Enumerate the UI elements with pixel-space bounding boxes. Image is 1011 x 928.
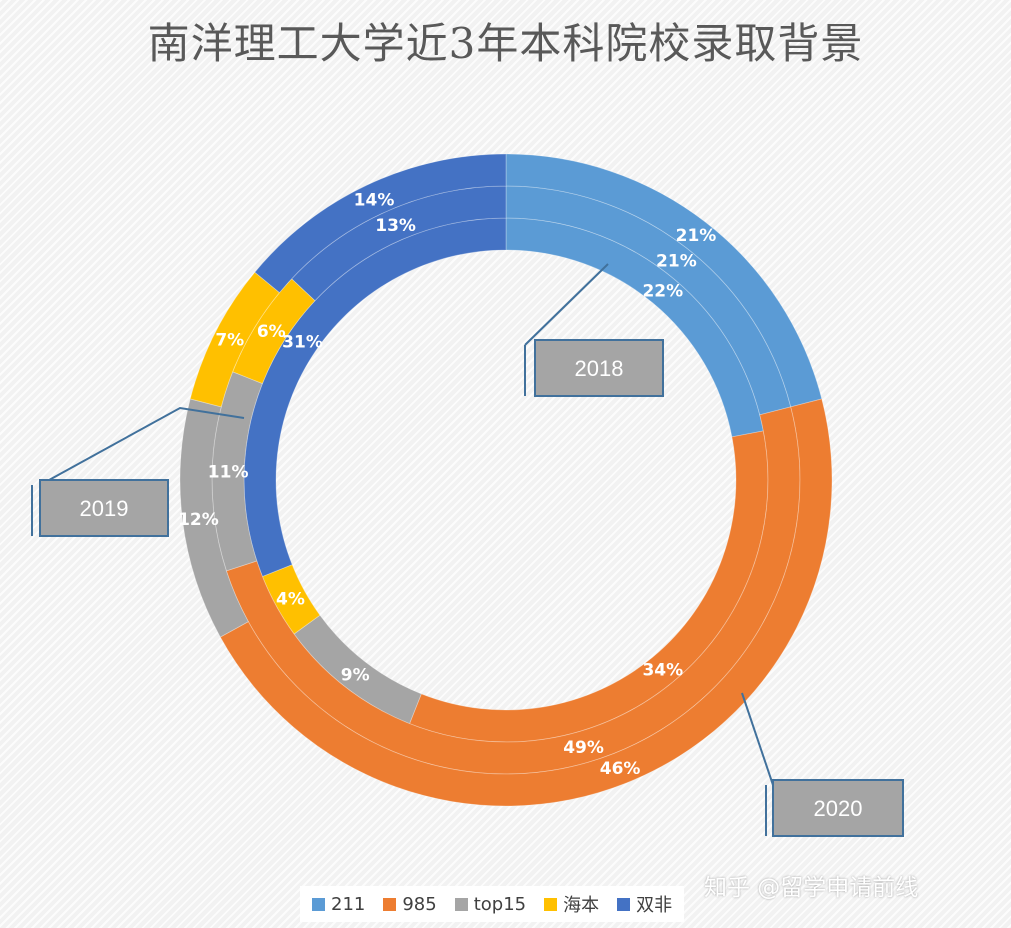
slice-label-2020-top15: 12% [178, 510, 219, 530]
legend-swatch [544, 897, 558, 911]
slice-2018-985 [409, 430, 769, 743]
legend-label: 985 [402, 893, 437, 915]
legend-label: 211 [331, 893, 366, 915]
slice-label-2018-211: 22% [642, 281, 683, 301]
slice-2020-双非 [254, 153, 507, 294]
slice-label-2020-双非: 14% [354, 191, 395, 211]
slice-label-2018-985: 34% [642, 661, 683, 681]
legend-label: top15 [473, 893, 527, 915]
slice-label-2019-海本: 6% [257, 322, 286, 342]
slice-2018-211 [505, 217, 764, 438]
watermark: 知乎 @留学申请前线 [704, 875, 919, 901]
slice-label-2019-985: 49% [563, 738, 604, 758]
slice-2019-211 [505, 185, 792, 416]
slice-label-2018-双非: 31% [282, 333, 323, 353]
legend-swatch [312, 897, 325, 911]
slice-2019-海本 [232, 278, 316, 385]
slice-label-2018-海本: 4% [276, 590, 305, 610]
legend-item-双非: 双非 [617, 891, 672, 917]
slice-label-2018-top15: 9% [341, 665, 370, 685]
slice-label-2019-211: 21% [656, 251, 697, 271]
chart-legend: 211 985 top15 海本 双非 [300, 886, 685, 922]
donut-rings [179, 153, 833, 807]
slice-2020-985 [219, 398, 833, 807]
slice-2018-top15 [293, 614, 422, 725]
callout-label-2018: 2018 [575, 356, 624, 381]
slice-label-2019-双非: 13% [375, 216, 416, 236]
slice-label-2020-985: 46% [600, 759, 641, 779]
callout-box-2019 [39, 479, 169, 537]
slice-2020-211 [505, 153, 823, 408]
legend-label: 海本 [563, 895, 600, 916]
callout-line-2019 [39, 406, 245, 486]
callout-box-2020 [772, 779, 904, 837]
legend-swatch [383, 897, 397, 911]
slice-label-2020-海本: 7% [215, 330, 244, 350]
chart-title: 南洋理工大学近3年本科院校录取背景 [147, 19, 864, 68]
legend-swatch [454, 897, 468, 911]
callout-label-2019: 2019 [80, 496, 129, 521]
legend-item-海本: 海本 [544, 891, 599, 917]
legend-item-top15: top15 [454, 893, 527, 915]
legend-swatch [617, 897, 631, 911]
slice-2018-海本 [261, 564, 321, 635]
series-callouts: 2018 2019 2020 [31, 263, 904, 837]
callout-line-2018 [524, 263, 609, 346]
callout-line-2020 [741, 692, 774, 786]
callout-box-2018 [534, 339, 664, 397]
slice-label-2019-top15: 11% [208, 462, 249, 482]
legend-item-211: 211 [312, 894, 365, 915]
callout-label-2020: 2020 [814, 796, 863, 821]
slice-2019-双非 [291, 185, 507, 302]
legend-label: 双非 [636, 895, 673, 916]
legend-item-985: 985 [383, 893, 437, 915]
slice-label-2020-211: 21% [676, 226, 717, 246]
slice-labels: 22% 34% 9% 4% 31% 21% 49% 11% 6% 13% 21% 46% 12% 7% 14… [178, 191, 716, 780]
